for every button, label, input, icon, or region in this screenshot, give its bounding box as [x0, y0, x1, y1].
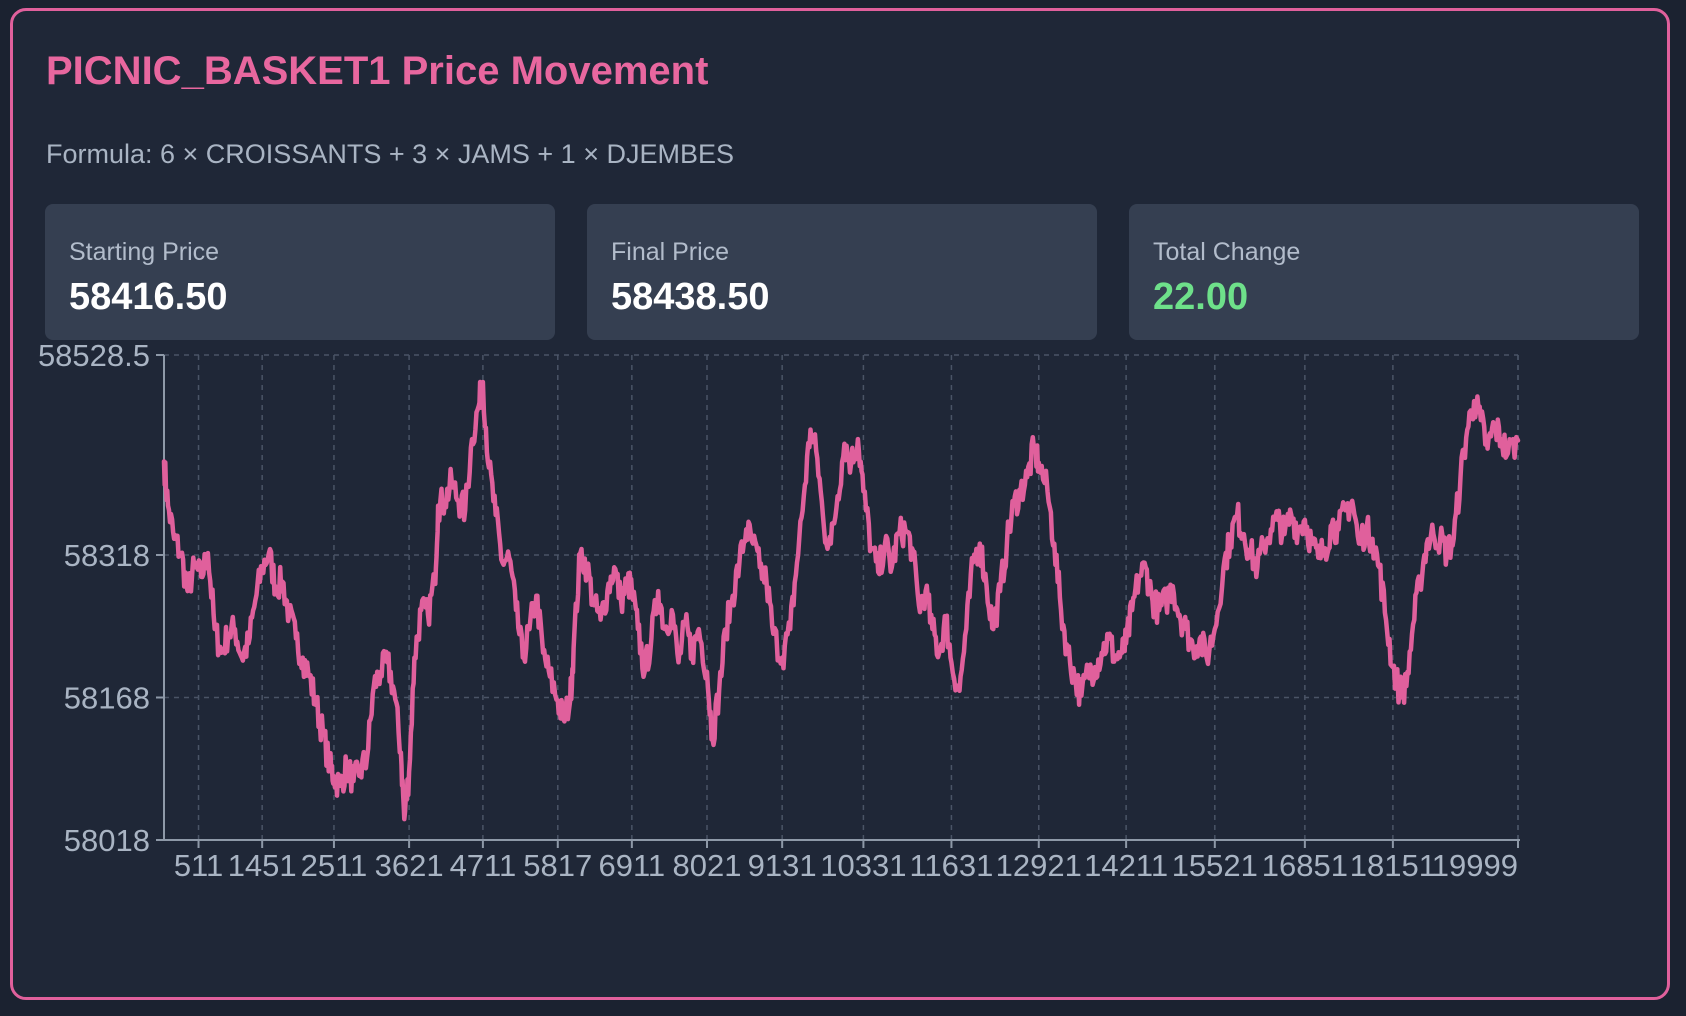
chart-plot-area: [161, 379, 1521, 822]
x-tick-label: 19999: [1432, 848, 1518, 883]
y-tick-label: 58018: [64, 823, 150, 858]
y-tick-label: 58528.5: [38, 338, 150, 373]
x-tick-label: 10331: [820, 848, 906, 883]
chart-grid: [164, 354, 1519, 841]
x-tick-label: 14211: [1084, 848, 1168, 883]
x-tick-label: 18151: [1350, 848, 1436, 883]
x-tick-label: 1451: [228, 848, 297, 883]
chart-title: PICNIC_BASKET1 Price Movement: [46, 49, 709, 93]
total-change-card: Total Change 22.00: [1129, 204, 1639, 340]
basket-formula: Formula: 6 × CROISSANTS + 3 × JAMS + 1 ×…: [46, 139, 734, 169]
x-tick-label: 3621: [375, 848, 444, 883]
final-price-card: Final Price 58438.50: [587, 204, 1097, 340]
starting-price-label: Starting Price: [69, 238, 220, 266]
price-line-chart: 511 1451 2511 3621 4711 5817 6911 8021 9131 10331…: [38, 338, 1521, 883]
x-tick-label: 2511: [301, 848, 368, 883]
y-tick-label: 58318: [64, 538, 150, 573]
chart-card: PICNIC_BASKET1 Price Movement Formula: 6…: [10, 8, 1670, 1000]
chart-axes: [156, 354, 1520, 848]
x-tick-label: 15521: [1172, 848, 1258, 883]
x-tick-label: 12921: [996, 848, 1082, 883]
final-price-value: 58438.50: [611, 276, 770, 318]
starting-price-card: Starting Price 58416.50: [45, 204, 555, 340]
x-tick-label: 6911: [599, 848, 666, 883]
starting-price-value: 58416.50: [69, 276, 228, 318]
x-tick-label: 4711: [450, 848, 517, 883]
final-price-label: Final Price: [611, 238, 730, 266]
x-tick-label: 11631: [909, 848, 993, 883]
x-tick-label: 16851: [1262, 848, 1348, 883]
total-change-label: Total Change: [1153, 238, 1301, 266]
y-tick-label: 58168: [64, 680, 150, 715]
total-change-value: 22.00: [1153, 276, 1249, 318]
x-tick-label: 511: [174, 848, 223, 883]
x-tick-label: 9131: [748, 848, 817, 883]
chart-tick-labels: 511 1451 2511 3621 4711 5817 6911 8021 9131 10331…: [38, 338, 1518, 883]
price-series-line: [161, 379, 1521, 822]
x-tick-label: 5817: [523, 848, 592, 883]
x-tick-label: 8021: [673, 848, 742, 883]
